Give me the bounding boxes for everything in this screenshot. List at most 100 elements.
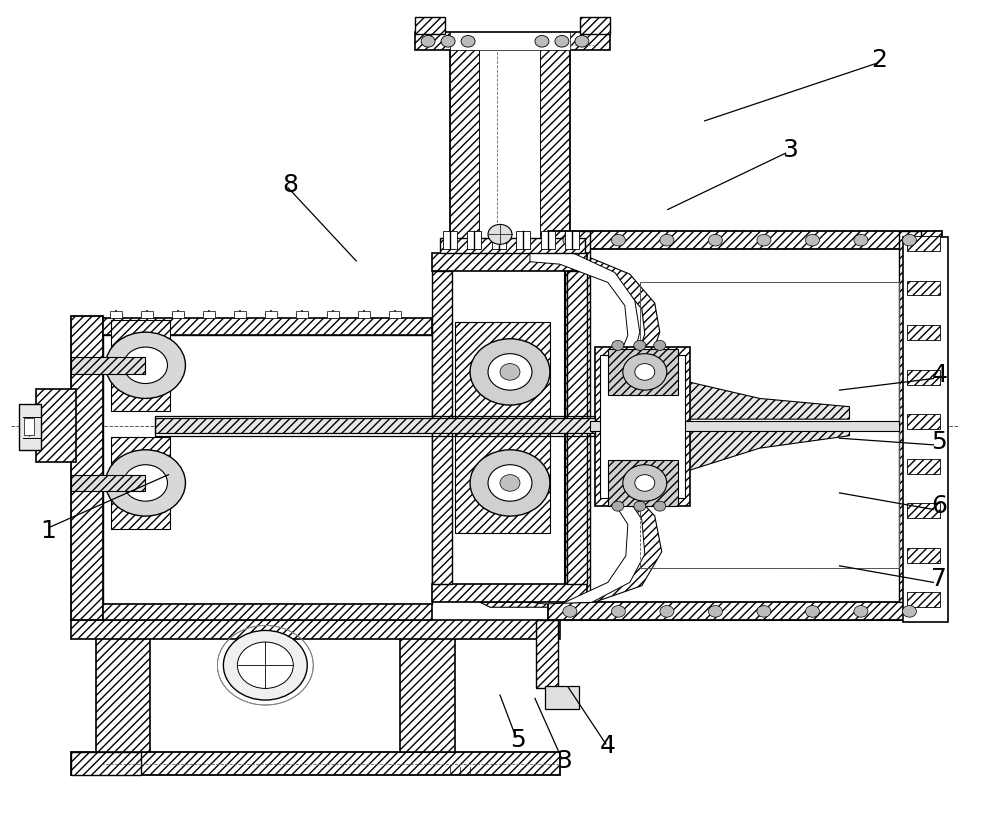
Circle shape [708, 234, 722, 246]
Bar [296, 311, 308, 318]
Bar [565, 231, 579, 249]
Bar [443, 231, 457, 249]
Bar [541, 231, 555, 249]
Bar [432, 271, 452, 584]
Circle shape [757, 234, 771, 246]
Circle shape [635, 364, 655, 380]
Circle shape [461, 36, 475, 47]
Bar [516, 231, 530, 249]
Bar [450, 42, 480, 249]
Circle shape [611, 234, 625, 246]
Bar [71, 315, 103, 621]
Circle shape [634, 501, 646, 511]
Bar [907, 503, 940, 518]
Circle shape [500, 364, 520, 380]
Circle shape [805, 606, 819, 618]
Circle shape [902, 234, 916, 246]
Bar [536, 621, 558, 688]
Circle shape [611, 606, 625, 618]
Circle shape [488, 465, 532, 501]
Circle shape [237, 642, 293, 688]
Circle shape [660, 606, 674, 618]
Bar [71, 357, 145, 374]
Circle shape [421, 36, 435, 47]
Bar [907, 281, 940, 295]
Circle shape [854, 606, 868, 618]
Circle shape [654, 501, 666, 511]
Bar [71, 752, 560, 775]
Circle shape [902, 606, 916, 618]
Bar [590, 421, 899, 431]
Bar [480, 42, 540, 249]
Circle shape [854, 234, 868, 246]
Bar [265, 311, 277, 318]
Polygon shape [612, 375, 850, 419]
Text: 3: 3 [556, 749, 572, 774]
Bar [467, 231, 481, 249]
Bar [111, 437, 170, 529]
Circle shape [757, 606, 771, 618]
Bar [907, 325, 940, 340]
Circle shape [623, 354, 667, 390]
Circle shape [470, 450, 550, 516]
Bar [19, 404, 41, 450]
Bar [71, 621, 560, 639]
Circle shape [500, 475, 520, 491]
Bar [327, 311, 339, 318]
Bar [640, 282, 899, 569]
Circle shape [563, 234, 577, 246]
Bar [432, 252, 587, 271]
Circle shape [563, 606, 577, 618]
Circle shape [708, 606, 722, 618]
Bar [907, 459, 940, 474]
Bar [600, 355, 685, 498]
Bar [36, 389, 76, 462]
Text: 6: 6 [931, 494, 947, 518]
Polygon shape [530, 249, 640, 375]
Circle shape [124, 465, 167, 501]
Circle shape [805, 234, 819, 246]
Text: 2: 2 [871, 48, 887, 72]
Bar [548, 231, 942, 249]
Bar [903, 237, 948, 622]
Bar [415, 17, 445, 34]
Circle shape [488, 224, 512, 244]
Polygon shape [480, 486, 662, 608]
Bar [907, 369, 940, 384]
Bar [545, 686, 579, 709]
Bar [234, 311, 246, 318]
Circle shape [555, 36, 569, 47]
Bar [71, 475, 145, 491]
Circle shape [106, 450, 185, 516]
Bar [899, 231, 921, 603]
Circle shape [575, 36, 589, 47]
Circle shape [124, 347, 167, 383]
Bar [595, 347, 690, 506]
Circle shape [441, 36, 455, 47]
Bar [141, 311, 153, 318]
Polygon shape [612, 423, 850, 480]
Bar [415, 32, 610, 51]
Bar [103, 334, 432, 604]
Bar [455, 433, 550, 533]
Bar [389, 311, 401, 318]
Circle shape [623, 465, 667, 501]
Circle shape [660, 234, 674, 246]
Bar [103, 604, 432, 621]
Bar [492, 231, 506, 249]
Bar [580, 17, 610, 34]
Bar [907, 236, 940, 251]
Bar [455, 322, 550, 422]
Bar [155, 418, 595, 433]
Bar [548, 603, 942, 621]
Bar [400, 632, 455, 752]
Text: 1: 1 [41, 519, 57, 543]
Bar [432, 584, 587, 603]
Circle shape [634, 340, 646, 350]
Text: 3: 3 [782, 138, 798, 162]
Bar [71, 752, 140, 775]
Bar [565, 235, 929, 621]
Bar [440, 237, 585, 252]
Circle shape [612, 340, 624, 350]
Bar [203, 311, 215, 318]
